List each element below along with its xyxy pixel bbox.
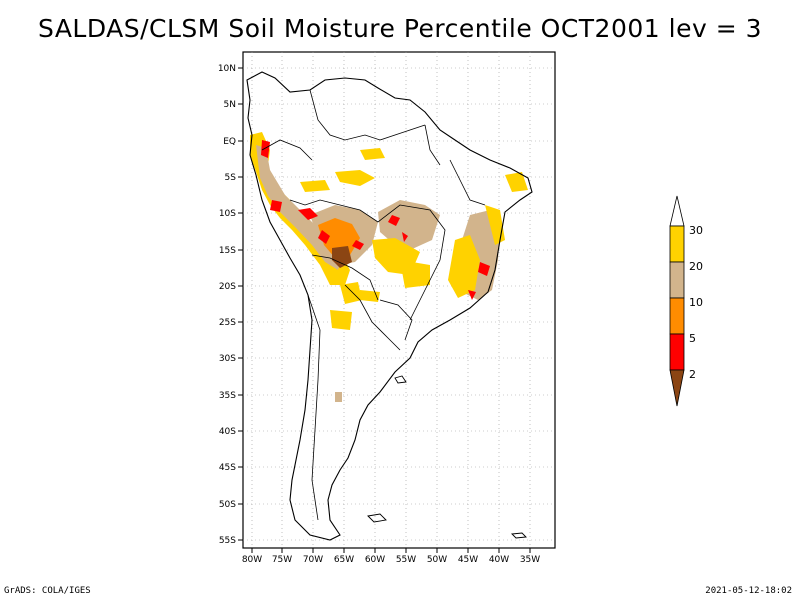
lat-label: 10N (218, 64, 236, 74)
country-borders (261, 89, 486, 521)
lon-label: 35W (520, 555, 540, 565)
shade-chaco (330, 282, 380, 330)
shade-northeast (505, 172, 528, 192)
footer-timestamp: 2021-05-12-18:02 (705, 586, 792, 596)
shade-amazon-north (300, 148, 385, 192)
lat-label: 20S (219, 282, 236, 292)
lat-label: 50S (219, 500, 236, 510)
lat-label: 5N (224, 100, 236, 110)
lon-label: 40W (489, 555, 509, 565)
legend-swatch-5-10 (669, 297, 685, 335)
lon-label: 65W (334, 555, 354, 565)
lon-labels: 80W 75W 70W 65W 60W 55W 50W 45W 40W 35W (242, 555, 540, 565)
shade-north-peru-red (270, 200, 282, 212)
footer-credit: GrADS: COLA/IGES (4, 586, 91, 596)
shade-red-central (388, 215, 408, 242)
shade-mato-grosso (378, 200, 440, 250)
lon-label: 75W (272, 555, 292, 565)
lon-label: 80W (242, 555, 262, 565)
chart-title: SALDAS/CLSM Soil Moisture Percentile OCT… (37, 14, 762, 43)
lat-label: 40S (219, 427, 236, 437)
lat-label: 55S (219, 536, 236, 546)
legend-swatch-20-30 (669, 225, 685, 263)
lat-label: 5S (225, 173, 237, 183)
lon-label: 45W (458, 555, 478, 565)
lat-labels: 10N 5N EQ 5S 10S 15S 20S 25S 30S 35S 40S… (218, 64, 236, 546)
legend-label: 2 (689, 368, 696, 381)
shade-bolivia-brown (332, 246, 352, 268)
continent-outline (246, 71, 533, 541)
legend-swatch-10-20 (669, 261, 685, 299)
lat-label: EQ (223, 137, 236, 147)
legend-swatch-2-5 (669, 333, 685, 371)
legend-labels: 30 20 10 5 2 (689, 224, 703, 381)
lat-label: 25S (219, 318, 236, 328)
shaded-regions (250, 132, 528, 402)
lat-label: 35S (219, 391, 236, 401)
legend-label: 5 (689, 332, 696, 345)
shade-east-yellow (448, 205, 505, 298)
gridlines (243, 52, 555, 548)
map-frame (242, 51, 556, 549)
legend-colorbar (669, 195, 685, 407)
shade-ecuador-red (261, 140, 270, 158)
legend-label: 20 (689, 260, 703, 273)
shade-red-bolivia (298, 208, 364, 250)
lon-label: 50W (427, 555, 447, 565)
shade-argentina-spot (335, 392, 342, 402)
legend-swatch-below-2 (669, 369, 685, 407)
lat-label: 30S (219, 354, 236, 364)
lat-label: 15S (219, 246, 236, 256)
lon-label: 60W (365, 555, 385, 565)
lon-label: 55W (396, 555, 416, 565)
lat-label: 45S (219, 463, 236, 473)
lon-label: 70W (303, 555, 323, 565)
legend-label: 10 (689, 296, 703, 309)
lat-label: 10S (219, 209, 236, 219)
legend-swatch-above-30 (669, 195, 685, 227)
shade-mato-grosso-yellow (372, 238, 430, 288)
islands (367, 375, 527, 539)
shade-bolivia-orange (318, 218, 360, 258)
axis-ticks (238, 67, 531, 553)
shade-east-red (468, 262, 490, 300)
legend-label: 30 (689, 224, 703, 237)
